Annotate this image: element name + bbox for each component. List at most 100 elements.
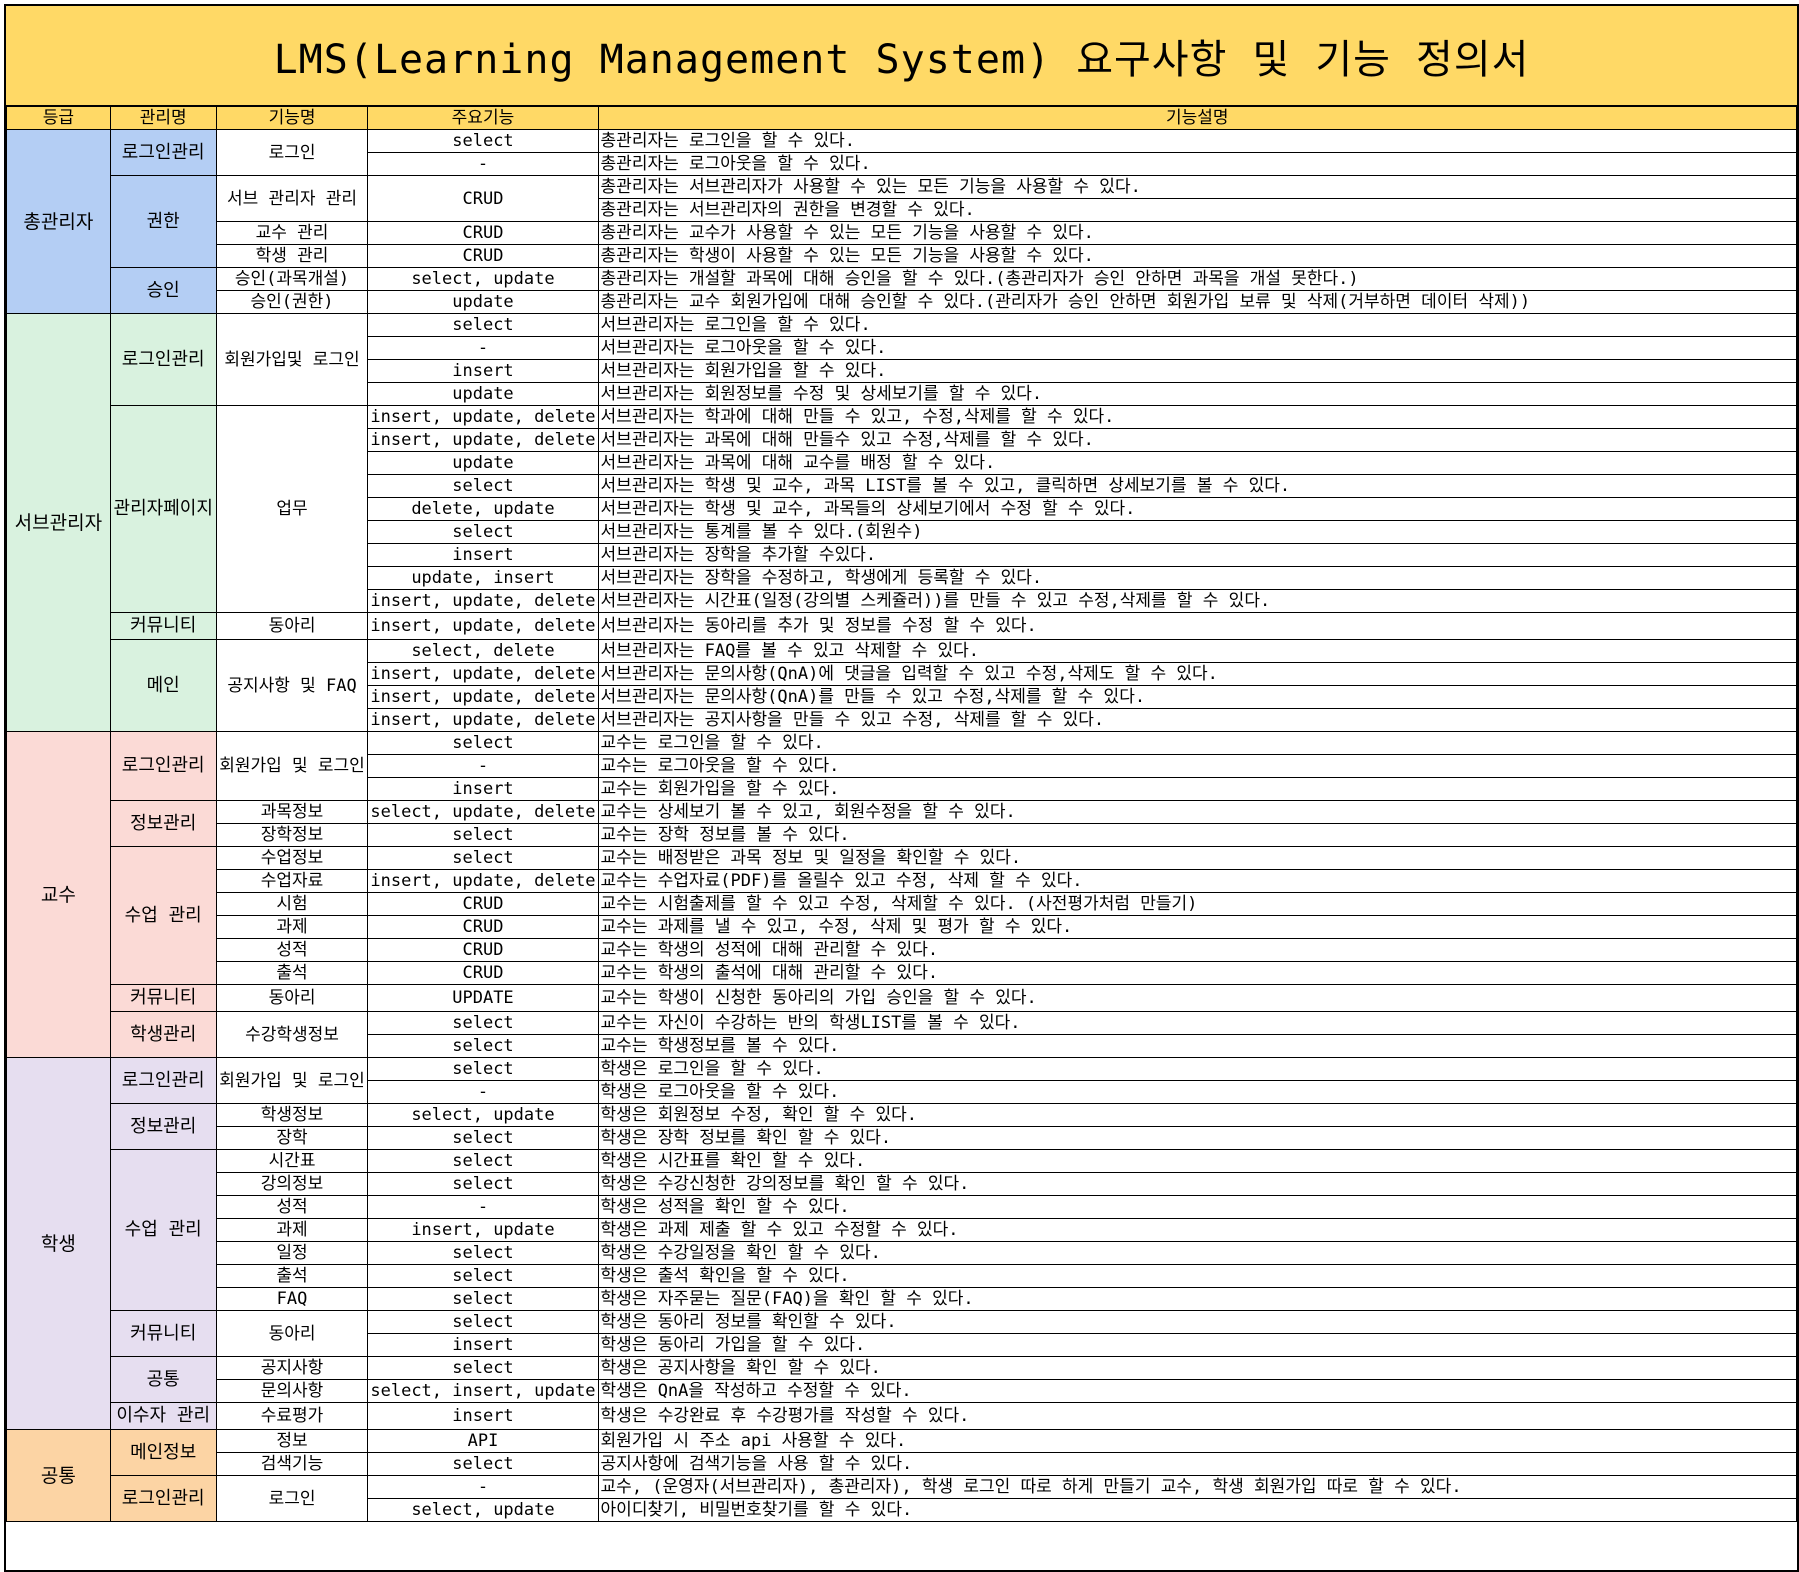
description-cell: 서브관리자는 로그인을 할 수 있다. [597, 313, 1798, 337]
table-row: 일정 select 학생은 수강일정을 확인 할 수 있다. [7, 1241, 1798, 1265]
mgmt-cell: 로그인관리 [109, 313, 217, 406]
table-row: 공통 메인정보 정보 API 회원가입 시 주소 api 사용할 수 있다. [6, 1429, 1798, 1522]
description-cell: 총관리자는 로그아웃을 할 수 있다. [597, 152, 1798, 176]
description-cell: 서브관리자는 문의사항(QnA)를 만들 수 있고 수정,삭제를 할 수 있다. [597, 685, 1798, 709]
table-row: 학생 로그인관리 회원가입 및 로그인 select 학생은 로그인을 할 수 있다. [6, 1057, 1798, 1430]
table-row: 장학 select 학생은 장학 정보를 확인 할 수 있다. [7, 1126, 1798, 1150]
description-cell: 교수는 학생이 신청한 동아리의 가입 승인을 할 수 있다. [597, 984, 1798, 1012]
table-row: 성적 - 학생은 성적을 확인 할 수 있다. [7, 1195, 1798, 1219]
main-function-cell: UPDATE [367, 984, 599, 1012]
function-name-cell: 과목정보 [215, 800, 369, 824]
mgmt-cell: 로그인관리 [109, 731, 217, 801]
mgmt-cell: 권한 [109, 175, 217, 268]
function-name-cell: 동아리 [215, 612, 369, 640]
table-row: 교수 관리 CRUD 총관리자는 교수가 사용할 수 있는 모든 기능을 사용할 수… [7, 221, 1798, 245]
grade-cell: 총관리자 [6, 129, 111, 314]
spreadsheet: LMS(Learning Management System) 요구사항 및 기… [4, 4, 1799, 1572]
main-function-cell: select [367, 1034, 599, 1058]
document-title-bar: LMS(Learning Management System) 요구사항 및 기… [6, 6, 1797, 106]
table-row: 관리자페이지 업무 insert, update, delete 서브관리자는 학과에… [7, 405, 1798, 613]
grade-cell: 학생 [6, 1057, 111, 1430]
description-cell: 학생은 회원정보 수정, 확인 할 수 있다. [597, 1103, 1798, 1127]
main-function-cell: insert, update, delete [367, 685, 599, 709]
description-cell: 학생은 과제 제출 할 수 있고 수정할 수 있다. [597, 1218, 1798, 1242]
main-function-cell: select [367, 474, 599, 498]
main-function-cell: select [367, 731, 599, 755]
main-function-cell: delete, update [367, 497, 599, 521]
main-function-cell: update [367, 451, 599, 475]
function-name-cell: 로그인 [215, 129, 369, 176]
header-row: 등급 관리명 기능명 주요기능 기능설명 [6, 106, 1798, 130]
main-function-cell: select [367, 129, 599, 153]
table-row: 이수자 관리 수료평가 insert 학생은 수강완료 후 수강평가를 작성할 수 있… [7, 1402, 1798, 1430]
description-cell: 총관리자는 서브관리자가 사용할 수 있는 모든 기능을 사용할 수 있다. [597, 175, 1798, 199]
description-cell: 학생은 수강일정을 확인 할 수 있다. [597, 1241, 1798, 1265]
description-cell: 교수는 로그인을 할 수 있다. [597, 731, 1798, 755]
mgmt-cell: 관리자페이지 [109, 405, 217, 613]
description-cell: 학생은 동아리 정보를 확인할 수 있다. [597, 1310, 1798, 1334]
description-cell: 교수는 회원가입을 할 수 있다. [597, 777, 1798, 801]
mgmt-cell: 커뮤니티 [109, 984, 217, 1012]
grade-cell: 교수 [6, 731, 111, 1058]
table-row: 강의정보 select 학생은 수강신청한 강의정보를 확인 할 수 있다. [7, 1172, 1798, 1196]
main-function-cell: insert [367, 1402, 599, 1430]
description-cell: 교수는 장학 정보를 볼 수 있다. [597, 823, 1798, 847]
description-cell: 서브관리자는 통계를 볼 수 있다.(회원수) [597, 520, 1798, 544]
function-name-cell: 수강학생정보 [215, 1011, 369, 1058]
function-name-cell: 출석 [215, 961, 369, 985]
table-row: select 교수는 학생정보를 볼 수 있다. [7, 1034, 1798, 1058]
description-cell: 학생은 출석 확인을 할 수 있다. [597, 1264, 1798, 1288]
table-row: 시험 CRUD 교수는 시험출제를 할 수 있고 수정, 삭제할 수 있다. (사전… [7, 892, 1798, 916]
main-function-cell: CRUD [367, 244, 599, 268]
main-function-cell: - [367, 1080, 599, 1104]
description-cell: 학생은 공지사항을 확인 할 수 있다. [597, 1356, 1798, 1380]
main-function-cell: select, insert, update [367, 1379, 599, 1403]
description-cell: 서브관리자는 로그아웃을 할 수 있다. [597, 336, 1798, 360]
main-function-cell: - [367, 152, 599, 176]
table-row: 성적 CRUD 교수는 학생의 성적에 대해 관리할 수 있다. [7, 938, 1798, 962]
description-cell: 총관리자는 로그인을 할 수 있다. [597, 129, 1798, 153]
mgmt-cell: 공통 [109, 1356, 217, 1403]
function-name-cell: 승인(권한) [215, 290, 369, 314]
mgmt-cell: 커뮤니티 [109, 612, 217, 640]
function-name-cell: 과제 [215, 915, 369, 939]
function-name-cell: 회원가입 및 로그인 [215, 731, 369, 801]
table-row: insert 서브관리자는 장학을 추가할 수있다. [7, 543, 1798, 567]
mgmt-cell: 로그인관리 [109, 129, 217, 176]
function-name-cell: 학생정보 [215, 1103, 369, 1127]
main-function-cell: select [367, 1011, 599, 1035]
main-function-cell: select [367, 520, 599, 544]
main-function-cell: CRUD [367, 915, 599, 939]
function-name-cell: 문의사항 [215, 1379, 369, 1403]
description-cell: 서브관리자는 학생 및 교수, 과목 LIST를 볼 수 있고, 클릭하면 상세… [597, 474, 1798, 498]
main-function-cell: CRUD [367, 175, 599, 222]
description-cell: 총관리자는 학생이 사용할 수 있는 모든 기능을 사용할 수 있다. [597, 244, 1798, 268]
table-row: 메인 공지사항 및 FAQ select, delete 서브관리자는 FAQ를 볼 … [7, 639, 1798, 732]
description-cell: 학생은 시간표를 확인 할 수 있다. [597, 1149, 1798, 1173]
table-row: 수업자료 insert, update, delete 교수는 수업자료(PDF)를… [7, 869, 1798, 893]
mgmt-cell: 메인정보 [109, 1429, 217, 1476]
description-cell: 서브관리자는 시간표(일정(강의별 스케쥴러))를 만들 수 있고 수정,삭제를… [597, 589, 1798, 613]
description-cell: 학생은 수강완료 후 수강평가를 작성할 수 있다. [597, 1402, 1798, 1430]
table-row: select, update 아이디찾기, 비밀번호찾기를 할 수 있다. [7, 1498, 1798, 1522]
function-name-cell: 강의정보 [215, 1172, 369, 1196]
description-cell: 학생은 자주묻는 질문(FAQ)을 확인 할 수 있다. [597, 1287, 1798, 1311]
function-name-cell: 공지사항 [215, 1356, 369, 1380]
table-row: 정보관리 학생정보 select, update 학생은 회원정보 수정, 확인 할 … [7, 1103, 1798, 1150]
function-name-cell: 교수 관리 [215, 221, 369, 245]
table-row: 수업 관리 시간표 select 학생은 시간표를 확인 할 수 있다. [7, 1149, 1798, 1311]
table-row: select 서브관리자는 통계를 볼 수 있다.(회원수) [7, 520, 1798, 544]
main-function-cell: insert, update, delete [367, 428, 599, 452]
main-function-cell: insert, update, delete [367, 662, 599, 686]
function-name-cell: 수업정보 [215, 846, 369, 870]
mgmt-cell: 메인 [109, 639, 217, 732]
description-cell: 교수는 학생의 성적에 대해 관리할 수 있다. [597, 938, 1798, 962]
main-function-cell: select [367, 1172, 599, 1196]
mgmt-cell: 이수자 관리 [109, 1402, 217, 1430]
main-function-cell: insert [367, 777, 599, 801]
main-function-cell: select, update [367, 1103, 599, 1127]
description-cell: 공지사항에 검색기능을 사용 할 수 있다. [597, 1452, 1798, 1476]
main-function-cell: select [367, 1310, 599, 1334]
description-cell: 서브관리자는 과목에 대해 만들수 있고 수정,삭제를 할 수 있다. [597, 428, 1798, 452]
function-name-cell: 시험 [215, 892, 369, 916]
